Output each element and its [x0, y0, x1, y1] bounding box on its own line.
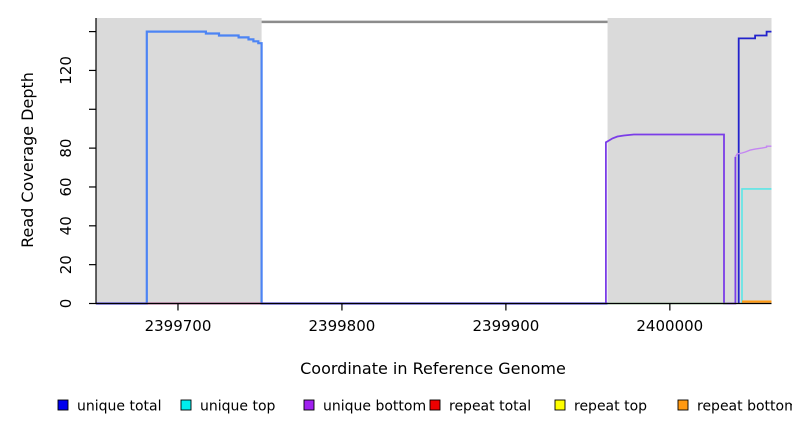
legend-item-repeat-top: repeat top [554, 399, 647, 415]
y-tick-label-120: 120 [57, 56, 75, 85]
legend-item-unique-top: unique top [180, 399, 276, 415]
legend-item-repeat-bottom: repeat bottom [677, 399, 792, 415]
y-tick-label-0: 0 [57, 299, 75, 309]
legend-item-unique-bottom: unique bottom [303, 399, 426, 415]
x-axis-title: Coordinate in Reference Genome [300, 359, 566, 378]
tick-labels: 0 20 40 60 80 120 2399700 2399800 2399900 2400000 [57, 30, 703, 335]
legend-label-unique-bottom: unique bottom [323, 399, 426, 415]
series-line-unique-bottom-right-light [734, 145, 772, 158]
legend-swatch-unique-total [57, 399, 69, 411]
right-gray-region [607, 18, 772, 304]
legend-label-repeat-top: repeat top [574, 399, 647, 415]
x-tick-label-2400000: 2400000 [636, 317, 703, 335]
y-tick-label-40: 40 [57, 216, 75, 235]
x-tick-label-2399800: 2399800 [308, 317, 375, 335]
legend: unique total unique top unique bottom repea… [57, 399, 792, 415]
legend-swatch-unique-top [180, 399, 192, 411]
shaded-regions [96, 18, 772, 304]
legend-swatch-repeat-top [554, 399, 566, 411]
legend-item-repeat-total: repeat total [429, 399, 531, 415]
legend-swatch-repeat-total [429, 399, 441, 411]
series-line-unique-total-right [737, 30, 772, 304]
legend-label-unique-top: unique top [200, 399, 276, 415]
legend-swatch-unique-bottom [303, 399, 315, 411]
y-tick-label-20: 20 [57, 255, 75, 274]
legend-item-unique-total: unique total [57, 399, 161, 415]
series-line-unique-top-right [741, 188, 772, 304]
legend-label-repeat-total: repeat total [449, 399, 531, 415]
series-line-unique-total-left [96, 30, 608, 305]
axes [95, 18, 772, 305]
legend-label-unique-total: unique total [77, 399, 161, 415]
y-axis-title: Read Coverage Depth [18, 72, 37, 248]
legend-label-repeat-bottom: repeat bottom [697, 399, 792, 415]
x-tick-label-2399700: 2399700 [145, 317, 212, 335]
y-tick-label-80: 80 [57, 139, 75, 158]
left-gray-region [96, 18, 262, 304]
legend-swatch-repeat-bottom [677, 399, 689, 411]
y-tick-label-60: 60 [57, 177, 75, 196]
x-tick-label-2399900: 2399900 [472, 317, 539, 335]
